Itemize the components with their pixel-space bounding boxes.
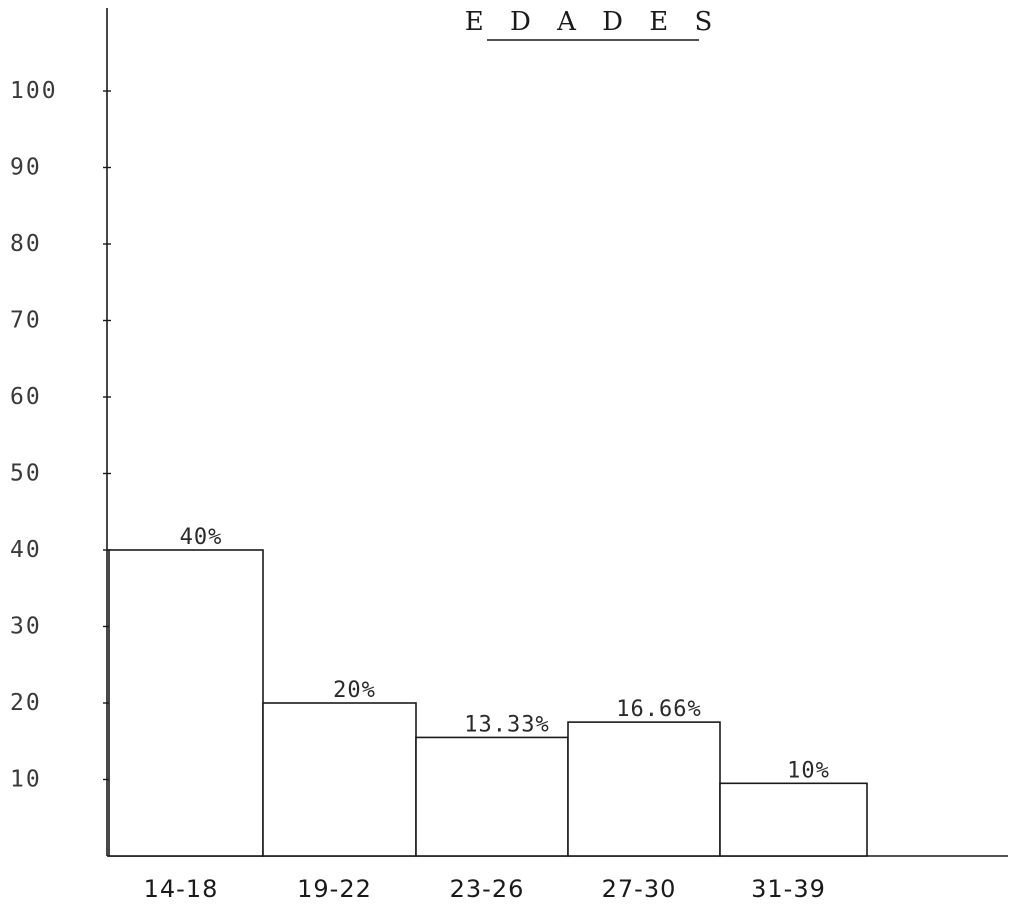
data-labels: 40% 20% 13.33% 16.66% 10% [180,525,830,783]
bar-23-26 [415,736,569,857]
bar-31-39 [719,782,868,857]
data-label: 20% [333,678,376,703]
category-labels: 14-18 19-22 23-26 27-30 31-39 [144,875,826,903]
y-tick-label: 10 [10,767,42,793]
y-tick-label: 80 [10,231,42,257]
bars [108,549,868,857]
category-label: 19-22 [297,875,372,903]
y-tick-label: 60 [10,384,42,410]
y-tick-label: 30 [10,614,42,640]
bar-27-30 [567,721,721,857]
data-label: 40% [180,525,223,550]
chart-title: E D A D E S [465,7,722,37]
category-label: 31-39 [751,875,826,903]
data-label: 16.66% [616,697,701,722]
y-tick-label: 50 [10,461,42,487]
data-label: 13.33% [464,712,549,737]
y-tick-label: 20 [10,690,42,716]
y-tick-label: 100 [10,78,58,104]
category-label: 27-30 [602,875,677,903]
bar-14-18 [108,549,264,857]
y-tick-label: 90 [10,155,42,181]
category-label: 14-18 [144,875,219,903]
y-tick-label: 40 [10,537,42,563]
bar-19-22 [262,702,417,857]
category-label: 23-26 [450,875,525,903]
data-label: 10% [787,758,830,783]
y-tick-label: 70 [10,308,42,334]
y-ticks: 10 20 30 40 50 60 70 80 90 100 [10,78,111,793]
